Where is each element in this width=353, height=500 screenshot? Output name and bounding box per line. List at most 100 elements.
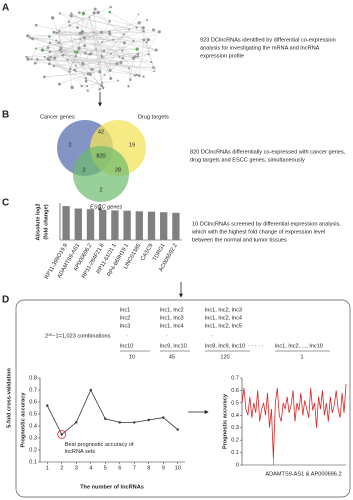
network-node — [57, 82, 61, 86]
x-tick-label: 10 — [175, 465, 181, 471]
combinations: 2¹⁰−1=1,023 combinations — [45, 332, 111, 339]
network-edge — [79, 8, 96, 13]
network-node — [52, 30, 56, 34]
x-tick-label: 7 — [133, 465, 136, 471]
network-node — [48, 50, 52, 54]
network-node — [128, 28, 131, 31]
network-node — [73, 68, 76, 72]
network-node — [55, 39, 58, 42]
network-node — [90, 67, 94, 71]
combo: lnc1, lnc2, lnc5 — [205, 323, 242, 329]
network-node — [145, 19, 148, 22]
network-edge — [35, 48, 130, 69]
network-edge — [69, 25, 77, 72]
network-edge — [35, 31, 110, 49]
network-node — [75, 50, 79, 54]
network-node — [100, 81, 104, 84]
network-node — [117, 79, 119, 82]
network-edge — [82, 13, 84, 32]
network-node — [128, 78, 132, 82]
network-node — [98, 87, 102, 91]
bar — [99, 209, 107, 240]
network-edge — [71, 13, 125, 43]
network-node — [128, 67, 131, 70]
network-node — [109, 76, 113, 80]
network-node — [86, 72, 90, 76]
dots: · — [126, 333, 128, 339]
network-edge — [101, 56, 130, 69]
y-axis-label: (fold change) — [43, 204, 49, 239]
network-node — [34, 47, 38, 50]
network-edge — [49, 59, 152, 63]
network-edge — [130, 31, 160, 80]
network-node — [157, 30, 161, 34]
network-node — [26, 34, 30, 38]
network-edge — [31, 59, 155, 69]
bar — [160, 212, 168, 240]
network-edge — [61, 51, 102, 56]
side-label: 5-fold cross-validation — [6, 368, 12, 428]
network-node — [147, 53, 150, 56]
network-edge — [143, 27, 154, 68]
description: between the normal and tumor tissues — [192, 237, 287, 243]
arrows — [98, 92, 209, 414]
highlight — [57, 429, 67, 439]
network-node — [68, 67, 72, 71]
venn-set-label: Cancer genes — [40, 114, 75, 120]
combo: lnc2 — [120, 315, 130, 321]
point — [162, 416, 165, 419]
network-node — [136, 52, 140, 56]
network-edge — [67, 48, 80, 60]
y-tick-label: 0.1 — [231, 450, 239, 456]
network-node — [84, 79, 88, 83]
network-node — [48, 41, 52, 45]
network-edge — [59, 13, 154, 68]
x-tick-label: 9 — [162, 465, 165, 471]
network-node — [108, 68, 112, 72]
network-node — [154, 48, 158, 52]
x-tick-label: 3 — [75, 465, 78, 471]
network-node — [76, 26, 79, 29]
bar — [62, 206, 70, 240]
network-node — [31, 37, 35, 41]
network-edge — [53, 49, 157, 67]
x-tick-label: 4 — [89, 465, 92, 471]
combo: lnc9, lnc10 — [160, 343, 187, 349]
network-node — [82, 36, 86, 40]
network-node — [135, 26, 138, 29]
network-node — [88, 53, 91, 56]
network-node — [101, 86, 105, 90]
network-edge — [31, 48, 37, 60]
panel-label: D — [2, 295, 9, 306]
network-node — [137, 74, 141, 78]
venn-count: 28 — [115, 167, 121, 173]
network-node — [134, 74, 137, 77]
bar — [147, 211, 156, 240]
venn-count: 2 — [82, 167, 85, 173]
network-edge — [44, 71, 100, 77]
combo-count: 1 — [300, 354, 303, 360]
network-edge — [91, 69, 100, 90]
network-edge — [27, 31, 160, 36]
point — [75, 421, 78, 424]
combo: lnc10 — [120, 343, 133, 349]
network-edge — [93, 32, 102, 86]
point — [118, 421, 121, 424]
network-node — [109, 5, 112, 9]
network-node — [84, 51, 87, 55]
network-node — [61, 53, 65, 57]
y-axis-label: Prognostic accuracy — [222, 393, 228, 449]
network-edge — [71, 13, 94, 33]
network-edge — [139, 40, 145, 76]
network-edge — [95, 8, 138, 50]
network-node — [95, 48, 97, 51]
combo: lnc3 — [120, 323, 130, 329]
point — [133, 421, 136, 424]
y-tick-label: 0.4 — [231, 413, 239, 419]
network-node — [35, 58, 39, 61]
network-node — [109, 52, 113, 55]
network-node — [134, 55, 137, 58]
network-node — [33, 61, 37, 65]
network-node — [152, 28, 156, 32]
network-node — [74, 64, 77, 67]
